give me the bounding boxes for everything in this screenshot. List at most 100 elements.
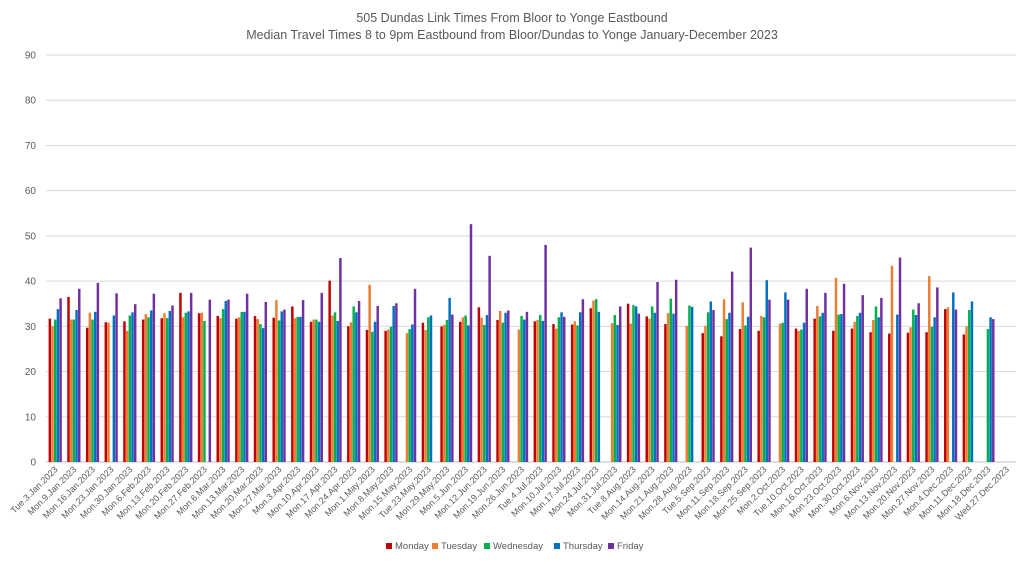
bar-thursday bbox=[541, 320, 545, 462]
bar-wednesday bbox=[296, 316, 299, 462]
legend-swatch-tuesday bbox=[432, 543, 438, 549]
bar-wednesday bbox=[408, 329, 411, 462]
bar-wednesday bbox=[912, 309, 915, 462]
bar-monday bbox=[216, 315, 219, 462]
chart-title: 505 Dundas Link Times From Bloor to Yong… bbox=[356, 11, 667, 25]
bar-friday bbox=[208, 299, 212, 462]
bar-thursday bbox=[802, 322, 806, 462]
bar-thursday bbox=[168, 310, 172, 462]
bar-wednesday bbox=[856, 315, 859, 462]
bar-thursday bbox=[653, 312, 657, 462]
bar-wednesday bbox=[184, 312, 188, 462]
bar-wednesday bbox=[483, 324, 486, 462]
bar-thursday bbox=[448, 297, 451, 462]
bar-tuesday bbox=[163, 313, 166, 462]
bar-friday bbox=[320, 292, 323, 462]
bar-thursday bbox=[877, 317, 880, 462]
bar-monday bbox=[589, 308, 593, 462]
bar-friday bbox=[357, 301, 361, 462]
bar-wednesday bbox=[744, 325, 747, 462]
bar-thursday bbox=[989, 317, 992, 462]
bar-wednesday bbox=[538, 315, 542, 462]
bar-monday bbox=[757, 330, 760, 462]
bar-monday bbox=[850, 328, 854, 462]
bar-tuesday bbox=[629, 323, 633, 462]
bar-tuesday bbox=[704, 325, 707, 462]
bar-thursday bbox=[149, 310, 153, 462]
bar-friday bbox=[898, 257, 902, 462]
bar-thursday bbox=[728, 312, 731, 462]
y-tick-label: 90 bbox=[25, 51, 37, 62]
gridlines bbox=[46, 54, 1016, 463]
bar-friday bbox=[730, 271, 734, 462]
bar-monday bbox=[347, 326, 350, 462]
bar-monday bbox=[944, 309, 947, 462]
bar-thursday bbox=[784, 292, 787, 462]
bar-thursday bbox=[467, 325, 470, 462]
bar-tuesday bbox=[610, 323, 614, 462]
bar-friday bbox=[78, 288, 81, 462]
x-axis-ticks: Tue.3.Jan.2023Mon.9.Jan.2023Mon.16.Jan.2… bbox=[9, 464, 1011, 522]
bar-monday bbox=[533, 321, 537, 462]
bar-friday bbox=[637, 313, 641, 462]
bar-friday bbox=[507, 310, 510, 462]
bar-wednesday bbox=[445, 320, 449, 462]
bar-friday bbox=[786, 299, 790, 462]
bar-thursday bbox=[952, 292, 955, 462]
bar-tuesday bbox=[51, 326, 54, 462]
bar-thursday bbox=[485, 315, 489, 462]
bar-thursday bbox=[355, 312, 358, 462]
legend-label-monday: Monday bbox=[395, 541, 429, 552]
bar-wednesday bbox=[968, 310, 971, 462]
bar-tuesday bbox=[387, 329, 390, 462]
bar-monday bbox=[813, 318, 816, 462]
bar-thursday bbox=[578, 312, 582, 462]
bar-thursday bbox=[392, 305, 395, 462]
bar-friday bbox=[674, 279, 678, 462]
bar-wednesday bbox=[315, 319, 318, 462]
bar-thursday bbox=[504, 312, 507, 462]
bar-wednesday bbox=[930, 326, 934, 462]
bar-monday bbox=[962, 334, 966, 462]
bar-thursday bbox=[75, 310, 78, 462]
bar-tuesday bbox=[181, 317, 185, 462]
bar-tuesday bbox=[965, 326, 968, 462]
bar-thursday bbox=[634, 306, 638, 462]
bar-wednesday bbox=[781, 322, 784, 462]
bar-friday bbox=[152, 293, 156, 462]
bar-monday bbox=[570, 324, 574, 462]
bar-tuesday bbox=[648, 318, 651, 462]
bar-tuesday bbox=[573, 321, 577, 462]
bar-friday bbox=[301, 300, 305, 462]
bar-tuesday bbox=[834, 277, 838, 462]
bar-tuesday bbox=[778, 323, 782, 462]
bar-wednesday bbox=[632, 305, 635, 462]
legend-label-friday: Friday bbox=[617, 541, 644, 552]
bar-thursday bbox=[746, 316, 750, 462]
bar-thursday bbox=[56, 309, 60, 462]
bar-monday bbox=[309, 321, 313, 462]
bar-wednesday bbox=[688, 305, 691, 462]
y-tick-label: 70 bbox=[25, 141, 37, 152]
bar-thursday bbox=[970, 301, 974, 462]
bar-friday bbox=[917, 303, 920, 462]
y-tick-label: 50 bbox=[25, 231, 37, 242]
bar-monday bbox=[235, 318, 238, 462]
bar-wednesday bbox=[53, 319, 57, 462]
bar-wednesday bbox=[501, 322, 505, 462]
bar-thursday bbox=[243, 311, 246, 462]
bar-thursday bbox=[616, 324, 619, 462]
bar-monday bbox=[328, 280, 331, 462]
bar-wednesday bbox=[277, 320, 281, 462]
bar-monday bbox=[384, 330, 387, 462]
bar-tuesday bbox=[928, 276, 931, 462]
bar-thursday bbox=[709, 301, 713, 462]
bar-thursday bbox=[299, 316, 302, 462]
bar-friday bbox=[992, 319, 995, 462]
bar-tuesday bbox=[872, 320, 875, 462]
legend-swatch-monday bbox=[386, 543, 392, 549]
bar-tuesday bbox=[237, 317, 241, 462]
bar-tuesday bbox=[890, 265, 894, 462]
bar-wednesday bbox=[72, 319, 76, 462]
bar-monday bbox=[291, 306, 294, 462]
